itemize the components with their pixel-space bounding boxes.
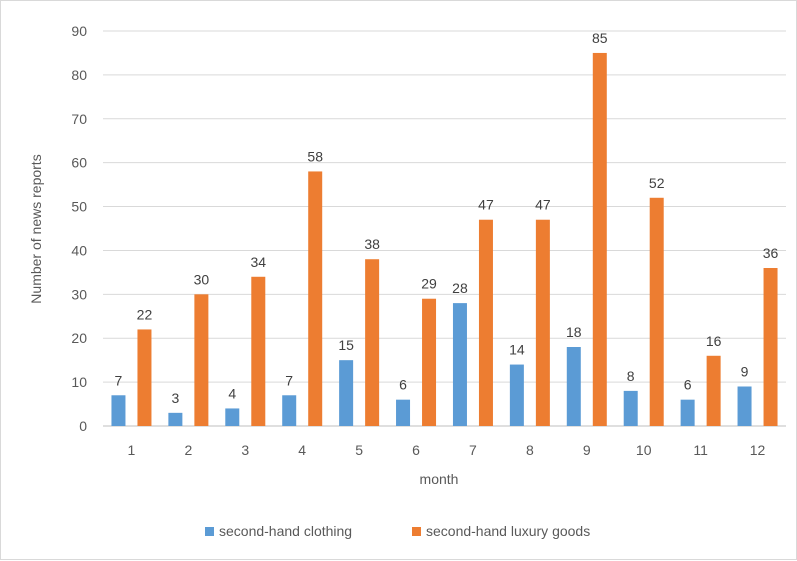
legend-label: second-hand luxury goods [426,523,590,539]
x-tick-label: 6 [412,442,420,458]
bar-clothing [168,412,183,426]
bar-luxury-goods [365,259,380,426]
y-tick-label: 50 [71,199,87,215]
y-axis-title: Number of news reports [28,154,44,303]
bar-clothing [396,399,411,426]
data-label: 36 [763,245,779,261]
bar-luxury-goods [763,268,778,426]
data-label: 28 [452,280,468,296]
x-tick-label: 10 [636,442,652,458]
x-tick-label: 12 [750,442,766,458]
bar-clothing [282,395,297,426]
data-label: 85 [592,30,608,46]
gridlines [103,30,786,427]
y-tick-label: 20 [71,330,87,346]
data-label: 9 [741,364,749,380]
x-tick-label: 3 [241,442,249,458]
data-label: 30 [194,271,210,287]
data-label: 47 [535,197,551,213]
x-tick-label: 4 [298,442,306,458]
data-label: 34 [251,254,267,270]
bar-luxury-goods [251,276,266,426]
legend-label: second-hand clothing [219,523,352,539]
data-label: 58 [307,148,323,164]
x-axis-ticks: 1 2 3 4 5 6 7 8 9 10 11 12 [128,442,766,458]
bar-luxury-goods [535,219,550,426]
bar-luxury-goods [706,355,721,426]
x-tick-label: 11 [693,442,708,458]
data-label: 8 [627,368,635,384]
data-label: 7 [285,372,293,388]
bar-luxury-goods [194,294,209,426]
bar-clothing [509,364,524,426]
y-tick-label: 90 [71,23,87,39]
y-tick-label: 70 [71,111,87,127]
data-label: 16 [706,333,722,349]
legend-swatch [205,527,214,536]
legend: second-hand clothing second-hand luxury g… [205,523,590,539]
data-label: 14 [509,342,525,358]
y-tick-label: 60 [71,155,87,171]
bar-clothing [680,399,695,426]
x-axis-title: month [420,471,459,487]
bars [111,52,778,426]
y-tick-label: 0 [79,418,87,434]
data-label: 6 [399,377,407,393]
data-label: 18 [566,324,582,340]
x-tick-label: 9 [583,442,591,458]
data-label: 7 [115,372,123,388]
data-label: 47 [478,197,494,213]
x-tick-label: 8 [526,442,534,458]
y-axis-ticks: 0 10 20 30 40 50 60 70 80 90 [71,23,87,434]
bar-clothing [566,347,581,426]
data-label: 3 [171,390,179,406]
data-label: 15 [338,337,354,353]
bar-clothing [225,408,240,426]
bar-luxury-goods [592,52,607,426]
data-label: 38 [364,236,380,252]
bar-clothing [737,386,752,426]
y-tick-label: 30 [71,286,87,302]
data-label: 52 [649,175,665,191]
data-label: 22 [137,306,153,322]
bar-luxury-goods [137,329,152,426]
y-tick-label: 10 [71,374,87,390]
bar-clothing [623,390,638,426]
bar-luxury-goods [422,298,437,426]
bar-luxury-goods [478,219,493,426]
legend-swatch [412,527,421,536]
bar-luxury-goods [308,171,323,426]
bar-clothing [339,360,354,426]
data-label: 29 [421,276,437,292]
x-tick-label: 5 [355,442,363,458]
data-labels: 7 22 3 30 4 34 7 58 15 38 6 29 28 47 14 47 18 85 8 52 6 16 9 36 [115,30,779,406]
x-tick-label: 2 [184,442,192,458]
data-label: 4 [228,385,236,401]
data-label: 6 [684,377,692,393]
x-tick-label: 1 [128,442,136,458]
y-tick-label: 40 [71,242,87,258]
bar-clothing [452,303,467,426]
x-tick-label: 7 [469,442,477,458]
bar-clothing [111,395,126,426]
bar-luxury-goods [649,197,664,426]
y-tick-label: 80 [71,67,87,83]
